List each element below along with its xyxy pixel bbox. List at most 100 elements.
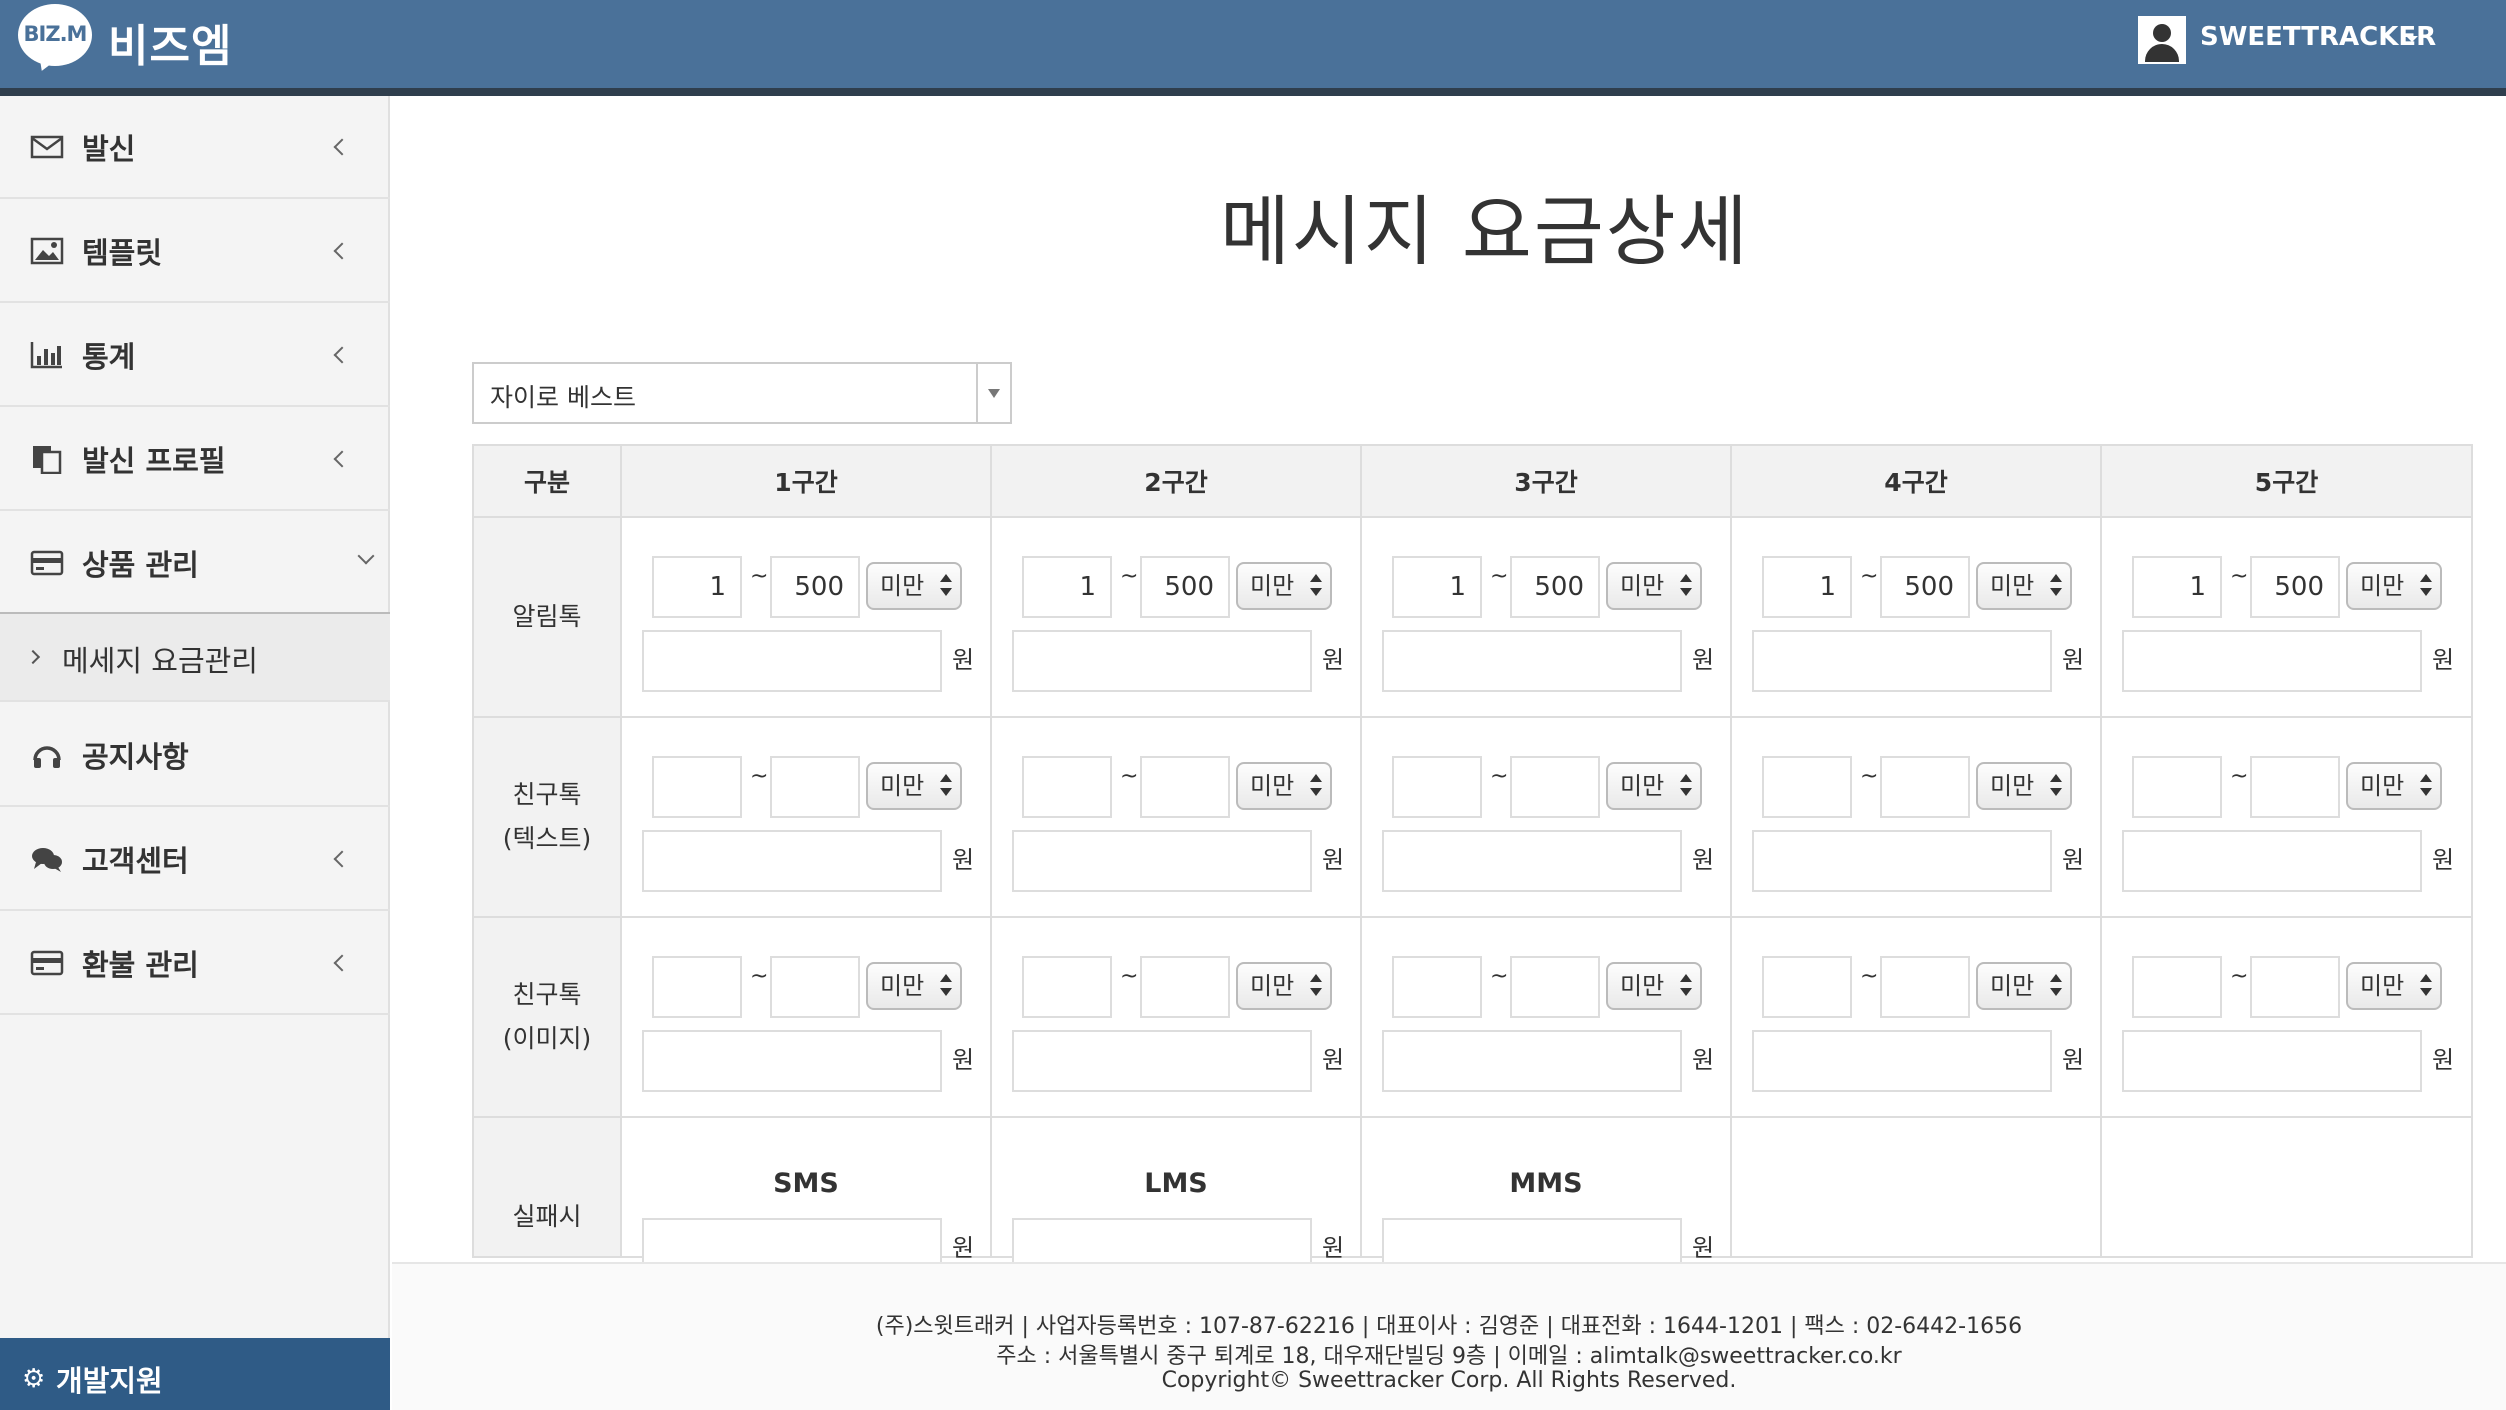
sidebar-subitem-message-fee[interactable]: 메세지 요금관리 bbox=[0, 612, 390, 702]
range-unit-value: 미만 bbox=[1990, 972, 2035, 1000]
range-to-input[interactable] bbox=[1880, 756, 1970, 818]
range-to-input[interactable]: 500 bbox=[2250, 556, 2340, 618]
sidebar-item-label: 공지사항 bbox=[82, 740, 189, 774]
range-to-input[interactable]: 500 bbox=[1510, 556, 1600, 618]
range-unit-select[interactable]: 미만 bbox=[2346, 762, 2442, 810]
logo-mark[interactable]: BIZ.M bbox=[23, 22, 88, 46]
range-from-input[interactable] bbox=[1762, 756, 1852, 818]
range-to-input[interactable] bbox=[770, 956, 860, 1018]
user-menu[interactable]: SWEETTRACKER bbox=[2200, 22, 2437, 52]
range-from-input[interactable]: 1 bbox=[1392, 556, 1482, 618]
fail-cell-sms: SMS 원 bbox=[620, 1116, 992, 1280]
range-from-input[interactable] bbox=[652, 756, 742, 818]
range-to-input[interactable] bbox=[2250, 956, 2340, 1018]
sidebar-item-stats[interactable]: 통계 bbox=[0, 304, 390, 407]
sidebar-item-notice[interactable]: 공지사항 bbox=[0, 704, 390, 807]
sidebar-item-template[interactable]: 템플릿 bbox=[0, 200, 390, 303]
price-input[interactable] bbox=[642, 830, 942, 892]
price-input[interactable] bbox=[1752, 630, 2052, 692]
chat-icon bbox=[32, 848, 62, 872]
price-input[interactable] bbox=[1382, 1030, 1682, 1092]
range-tilde: ~ bbox=[750, 764, 769, 789]
range-unit-select[interactable]: 미만 bbox=[2346, 962, 2442, 1010]
range-from-input[interactable]: 1 bbox=[1762, 556, 1852, 618]
fee-table: 구분 1구간 2구간 3구간 4구간 5구간 알림톡 1 ~500 미만 원 1 ~500… bbox=[472, 444, 2473, 1280]
bar-chart-icon bbox=[30, 342, 62, 369]
range-tilde: ~ bbox=[1860, 564, 1879, 589]
range-unit-select[interactable]: 미만 bbox=[866, 962, 962, 1010]
user-avatar-icon[interactable] bbox=[2138, 16, 2186, 64]
price-input[interactable] bbox=[1012, 630, 1312, 692]
logo-text[interactable]: 비즈엠 bbox=[108, 21, 233, 72]
range-unit-select[interactable]: 미만 bbox=[1976, 762, 2072, 810]
range-unit-select[interactable]: 미만 bbox=[866, 562, 962, 610]
range-to-input[interactable] bbox=[1510, 756, 1600, 818]
logo-bubble-icon[interactable] bbox=[18, 4, 92, 66]
range-unit-select[interactable]: 미만 bbox=[1236, 962, 1332, 1010]
price-input[interactable] bbox=[1382, 630, 1682, 692]
sidebar-item-label: 환불 관리 bbox=[82, 948, 199, 982]
price-input[interactable] bbox=[1012, 1030, 1312, 1092]
range-unit-select[interactable]: 미만 bbox=[1976, 562, 2072, 610]
range-from-input[interactable] bbox=[1392, 756, 1482, 818]
range-from-input[interactable] bbox=[2132, 756, 2222, 818]
range-unit-select[interactable]: 미만 bbox=[1236, 762, 1332, 810]
range-from-input[interactable] bbox=[1392, 956, 1482, 1018]
range-from-input[interactable] bbox=[1022, 956, 1112, 1018]
range-from-input[interactable] bbox=[652, 956, 742, 1018]
header-divider bbox=[0, 88, 2506, 96]
developer-support-button[interactable]: ⚙ 개발지원 bbox=[0, 1338, 390, 1410]
range-from-input[interactable]: 1 bbox=[2132, 556, 2222, 618]
sidebar-item-customer-center[interactable]: 고객센터 bbox=[0, 808, 390, 911]
range-unit-select[interactable]: 미만 bbox=[1606, 762, 1702, 810]
range-unit-select[interactable]: 미만 bbox=[866, 762, 962, 810]
range-to-input[interactable]: 500 bbox=[770, 556, 860, 618]
gear-icon: ⚙ bbox=[22, 1364, 46, 1394]
range-from-input[interactable] bbox=[2132, 956, 2222, 1018]
range-unit-select[interactable]: 미만 bbox=[1606, 962, 1702, 1010]
account-select[interactable]: 자이로 베스트 bbox=[472, 362, 1012, 424]
range-to-input[interactable]: 500 bbox=[1880, 556, 1970, 618]
dropdown-arrow-icon[interactable] bbox=[988, 389, 1000, 398]
range-to-input[interactable] bbox=[1510, 956, 1600, 1018]
select-arrows-icon bbox=[2050, 574, 2062, 598]
range-from-input[interactable] bbox=[1022, 756, 1112, 818]
price-input[interactable] bbox=[2122, 1030, 2422, 1092]
price-input[interactable] bbox=[2122, 630, 2422, 692]
won-label: 원 bbox=[1692, 1234, 1715, 1262]
caret-down-icon[interactable] bbox=[2406, 36, 2418, 42]
fail-cell-mms: MMS 원 bbox=[1360, 1116, 1732, 1280]
sidebar-item-product-management[interactable]: 상품 관리 bbox=[0, 512, 390, 615]
footer-copyright: Copyright© Sweettracker Corp. All Rights… bbox=[1161, 1368, 1737, 1393]
range-from-input[interactable]: 1 bbox=[1022, 556, 1112, 618]
range-to-input[interactable] bbox=[1140, 956, 1230, 1018]
range-from-input[interactable] bbox=[1762, 956, 1852, 1018]
won-label: 원 bbox=[2432, 846, 2455, 874]
sidebar-item-sender-profile[interactable]: 발신 프로필 bbox=[0, 408, 390, 511]
table-row: 친구톡 (이미지) ~ 미만 원 ~ 미만 원 ~ 미만 원 ~ 미만 원 ~ 미만 원 bbox=[472, 916, 2473, 1118]
range-unit-select[interactable]: 미만 bbox=[1976, 962, 2072, 1010]
price-input[interactable] bbox=[642, 1030, 942, 1092]
range-to-input[interactable]: 500 bbox=[1140, 556, 1230, 618]
sidebar-item-refund-management[interactable]: 환불 관리 bbox=[0, 912, 390, 1015]
sidebar-item-send[interactable]: 발신 bbox=[0, 96, 390, 199]
price-input[interactable] bbox=[1382, 830, 1682, 892]
price-input[interactable] bbox=[642, 630, 942, 692]
range-to-input[interactable] bbox=[1140, 756, 1230, 818]
range-unit-value: 미만 bbox=[1620, 772, 1665, 800]
range-to-input[interactable] bbox=[1880, 956, 1970, 1018]
range-unit-select[interactable]: 미만 bbox=[2346, 562, 2442, 610]
range-tilde: ~ bbox=[1860, 764, 1879, 789]
range-unit-select[interactable]: 미만 bbox=[1236, 562, 1332, 610]
price-input[interactable] bbox=[2122, 830, 2422, 892]
range-to-input[interactable] bbox=[2250, 756, 2340, 818]
price-input[interactable] bbox=[1012, 830, 1312, 892]
won-label: 원 bbox=[1692, 1046, 1715, 1074]
range-unit-select[interactable]: 미만 bbox=[1606, 562, 1702, 610]
range-to-input[interactable] bbox=[770, 756, 860, 818]
range-from-input[interactable]: 1 bbox=[652, 556, 742, 618]
won-label: 원 bbox=[1322, 1234, 1345, 1262]
price-input[interactable] bbox=[1752, 1030, 2052, 1092]
price-input[interactable] bbox=[1752, 830, 2052, 892]
range-tilde: ~ bbox=[1120, 964, 1139, 989]
